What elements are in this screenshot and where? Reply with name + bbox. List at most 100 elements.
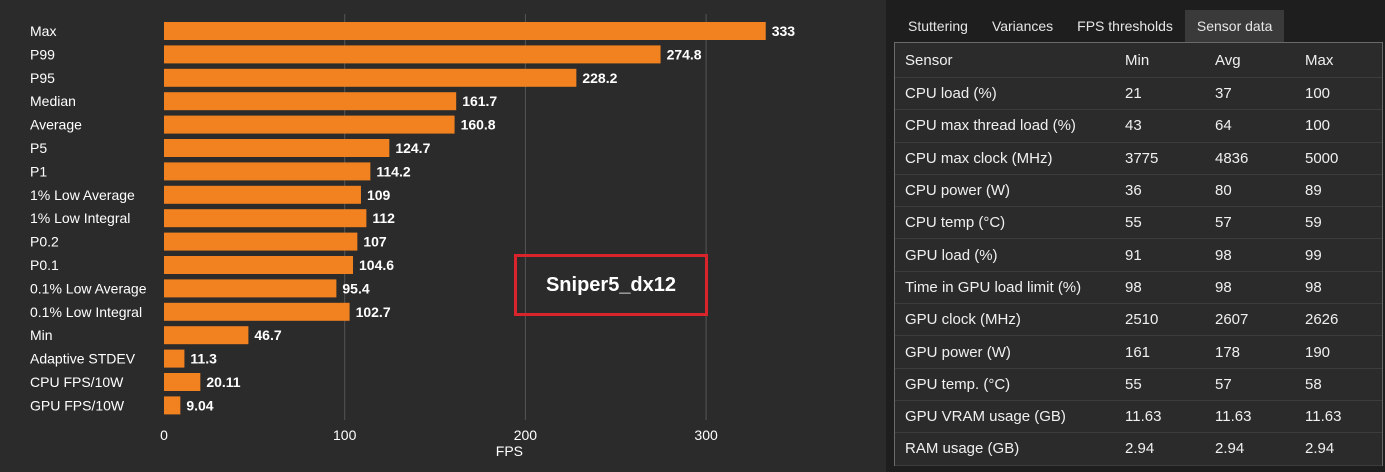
game-name-box: Sniper5_dx12 <box>514 254 708 316</box>
bar-value-label: 46.7 <box>254 327 281 343</box>
bar-value-label: 274.8 <box>667 46 702 62</box>
x-tick-label: 0 <box>160 427 168 443</box>
cell-sensor: GPU load (%) <box>895 238 1125 272</box>
bar-value-label: 9.04 <box>186 397 213 413</box>
header-sensor[interactable]: Sensor <box>895 43 1125 78</box>
category-label: 0.1% Low Average <box>30 280 147 296</box>
tab-bar: Stuttering Variances FPS thresholds Sensor … <box>896 10 1285 42</box>
cell-max: 2.94 <box>1305 432 1382 466</box>
cell-sensor: CPU load (%) <box>895 77 1125 111</box>
table-row[interactable]: GPU load (%) 91 98 99 <box>895 238 1382 272</box>
table-row[interactable]: CPU power (W) 36 80 89 <box>895 174 1382 208</box>
cell-sensor: CPU power (W) <box>895 174 1125 208</box>
table-row[interactable]: GPU temp. (°C) 55 57 58 <box>895 368 1382 401</box>
cell-avg: 98 <box>1215 238 1305 272</box>
table-row[interactable]: CPU max clock (MHz) 3775 4836 5000 <box>895 142 1382 175</box>
bar-value-label: 104.6 <box>359 257 394 273</box>
bar <box>164 302 350 321</box>
cell-max: 99 <box>1305 238 1382 272</box>
header-min[interactable]: Min <box>1125 43 1215 78</box>
bar <box>164 349 185 368</box>
category-label: Median <box>30 93 76 109</box>
category-label: P99 <box>30 46 55 62</box>
cell-sensor: GPU clock (MHz) <box>895 303 1125 337</box>
table-row[interactable]: GPU clock (MHz) 2510 2607 2626 <box>895 303 1382 337</box>
category-label: Min <box>30 327 53 343</box>
bar-value-label: 114.2 <box>376 163 410 179</box>
cell-sensor: RAM usage (GB) <box>895 432 1125 466</box>
category-label: 0.1% Low Integral <box>30 304 142 320</box>
cell-max: 100 <box>1305 109 1382 143</box>
cell-max: 58 <box>1305 368 1382 401</box>
category-label: 1% Low Integral <box>30 210 130 226</box>
x-tick-label: 200 <box>514 427 538 443</box>
cell-sensor: GPU power (W) <box>895 335 1125 369</box>
sensor-table-container[interactable]: Sensor Min Avg Max CPU load (%) 21 37 100 CP… <box>894 42 1383 466</box>
table-row[interactable]: GPU power (W) 161 178 190 <box>895 335 1382 369</box>
cell-sensor: CPU max clock (MHz) <box>895 142 1125 175</box>
bar-value-label: 124.7 <box>395 140 430 156</box>
bar-value-label: 20.11 <box>206 374 240 390</box>
table-row[interactable]: CPU max thread load (%) 43 64 100 <box>895 109 1382 143</box>
details-panel: Stuttering Variances FPS thresholds Sensor … <box>886 0 1385 472</box>
bar <box>164 162 371 181</box>
header-max[interactable]: Max <box>1305 43 1382 78</box>
category-label: Max <box>30 23 56 39</box>
tab-fps-thresholds[interactable]: FPS thresholds <box>1077 18 1173 34</box>
bar <box>164 22 766 40</box>
cell-max: 59 <box>1305 206 1382 240</box>
tab-stuttering[interactable]: Stuttering <box>908 18 968 34</box>
game-name-label: Sniper5_dx12 <box>545 273 677 296</box>
category-label: P5 <box>30 140 47 156</box>
cell-sensor: Time in GPU load limit (%) <box>895 271 1125 305</box>
cell-sensor: GPU VRAM usage (GB) <box>895 400 1125 434</box>
bar-value-label: 161.7 <box>462 93 497 109</box>
cell-avg: 2607 <box>1215 303 1305 337</box>
cell-sensor: GPU temp. (°C) <box>895 368 1125 401</box>
cell-min: 43 <box>1125 109 1215 143</box>
cell-avg: 98 <box>1215 271 1305 305</box>
table-row[interactable]: CPU temp (°C) 55 57 59 <box>895 206 1382 240</box>
cell-sensor: CPU temp (°C) <box>895 206 1125 240</box>
cell-max: 190 <box>1305 335 1382 369</box>
cell-avg: 2.94 <box>1215 432 1305 466</box>
category-label: P0.2 <box>30 234 59 250</box>
cell-max: 100 <box>1305 77 1382 111</box>
cell-max: 2626 <box>1305 303 1382 337</box>
tab-sensor-data[interactable]: Sensor data <box>1184 10 1285 42</box>
header-avg[interactable]: Avg <box>1215 43 1305 78</box>
cell-avg: 37 <box>1215 77 1305 111</box>
sensor-table-body: CPU load (%) 21 37 100 CPU max thread load (… <box>895 77 1382 466</box>
cell-min: 161 <box>1125 335 1215 369</box>
category-label: P1 <box>30 163 47 179</box>
cell-avg: 4836 <box>1215 142 1305 175</box>
cell-max: 89 <box>1305 174 1382 208</box>
fps-bar-chart: Max 333 P99 274.8 P95 228.2 Median 161.7 Average… <box>30 14 795 459</box>
sensor-table: Sensor Min Avg Max CPU load (%) 21 37 100 CP… <box>895 43 1382 466</box>
table-row[interactable]: RAM usage (GB) 2.94 2.94 2.94 <box>895 432 1382 466</box>
category-label: P95 <box>30 70 55 86</box>
cell-max: 5000 <box>1305 142 1382 175</box>
cell-avg: 57 <box>1215 206 1305 240</box>
cell-min: 2510 <box>1125 303 1215 337</box>
table-row[interactable]: Time in GPU load limit (%) 98 98 98 <box>895 271 1382 305</box>
category-label: 1% Low Average <box>30 187 135 203</box>
bar <box>164 185 361 204</box>
table-row[interactable]: CPU load (%) 21 37 100 <box>895 77 1382 111</box>
bar-value-label: 95.4 <box>342 280 369 296</box>
sensor-table-header-row: Sensor Min Avg Max <box>895 43 1382 78</box>
table-row[interactable]: GPU VRAM usage (GB) 11.63 11.63 11.63 <box>895 400 1382 434</box>
bar-value-label: 112 <box>372 210 395 226</box>
bar <box>164 279 337 298</box>
cell-min: 21 <box>1125 77 1215 111</box>
cell-avg: 57 <box>1215 368 1305 401</box>
cell-avg: 80 <box>1215 174 1305 208</box>
cell-min: 91 <box>1125 238 1215 272</box>
cell-max: 98 <box>1305 271 1382 305</box>
cell-min: 55 <box>1125 368 1215 401</box>
bar <box>164 45 661 64</box>
x-tick-label: 300 <box>694 427 718 443</box>
bar-value-label: 102.7 <box>356 304 391 320</box>
tab-variances[interactable]: Variances <box>991 18 1054 34</box>
fps-chart-panel: Max 333 P99 274.8 P95 228.2 Median 161.7 Average… <box>0 0 886 472</box>
